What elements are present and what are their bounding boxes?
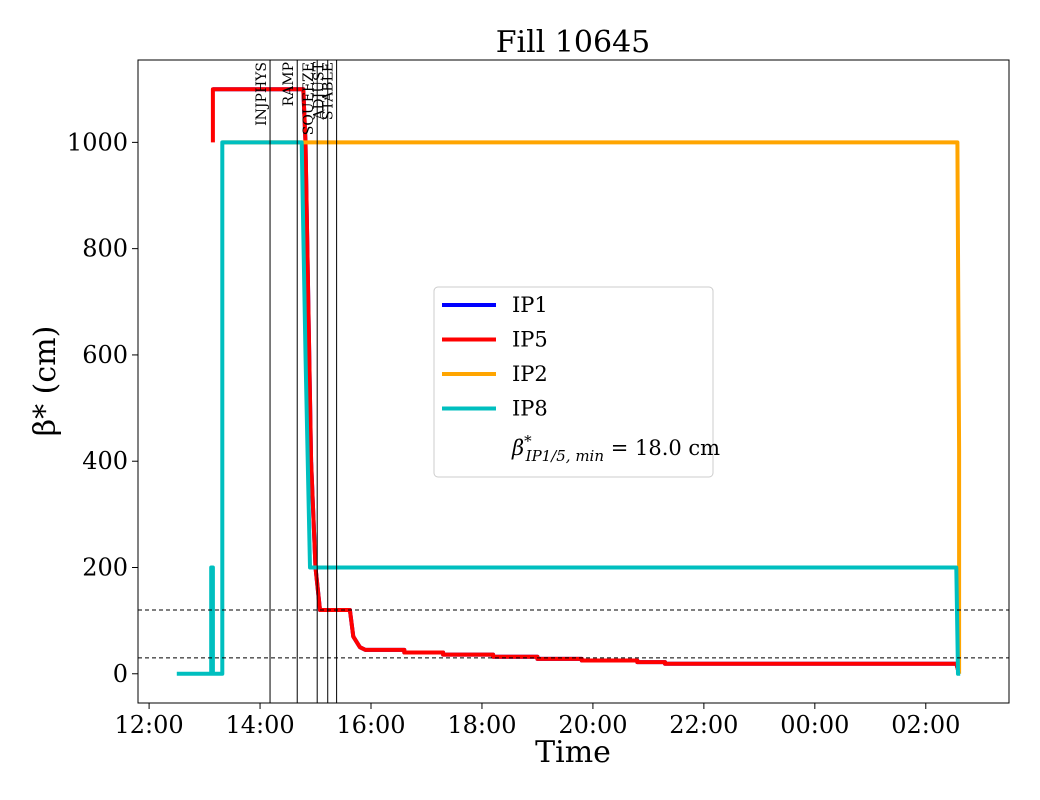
x-axis-ticks: 12:00 14:00 16:00 18:00 20:00 22:00 00:00 02:00 [115,703,960,739]
legend-annotation: β* IP1/5, min = 18.0 cm [511,432,720,465]
phase-label-ramp: RAMP [281,62,297,106]
series-line-ip8 [176,140,961,676]
legend-label-ip2: IP2 [512,362,548,386]
x-tick-label: 02:00 [891,711,960,739]
phase-label-adjust: ADJUST [312,61,328,120]
legend-label-ip5: IP5 [512,328,548,352]
x-tick-label: 20:00 [558,711,627,739]
y-axis-ticks: 0 200 400 600 800 1000 [67,128,138,688]
y-tick-label: 1000 [67,128,128,156]
legend-label-ip8: IP8 [512,397,548,421]
series-line-ip5 [210,87,962,675]
legend-box [433,286,714,478]
phase-label-squeeze: SQUEEZE [301,62,317,135]
x-tick-label: 16:00 [336,711,405,739]
x-tick-label: 22:00 [669,711,738,739]
y-tick-label: 0 [113,660,128,688]
y-tick-label: 600 [82,341,128,369]
y-tick-label: 400 [82,447,128,475]
x-tick-label: 18:00 [447,711,516,739]
plot-frame [137,59,1010,704]
legend: IP1 IP5 IP2 IP8 β* IP1/5, min = 18.0 cm [433,286,720,478]
y-tick-label: 200 [82,553,128,581]
y-tick-label: 800 [82,235,128,263]
x-tick-label: 00:00 [780,711,849,739]
phase-label-stable: STABLE [321,62,337,120]
series-line-ip2 [222,140,962,674]
phase-label-injphys: INJPHYS [254,62,270,126]
series-group [176,87,962,676]
legend-label-ip1: IP1 [512,293,548,317]
x-tick-label: 12:00 [115,711,184,739]
x-tick-label: 14:00 [225,711,294,739]
x-axis-label: Time [535,735,611,770]
y-axis-label: β* (cm) [28,326,63,437]
chart-title: Fill 10645 [496,25,651,60]
